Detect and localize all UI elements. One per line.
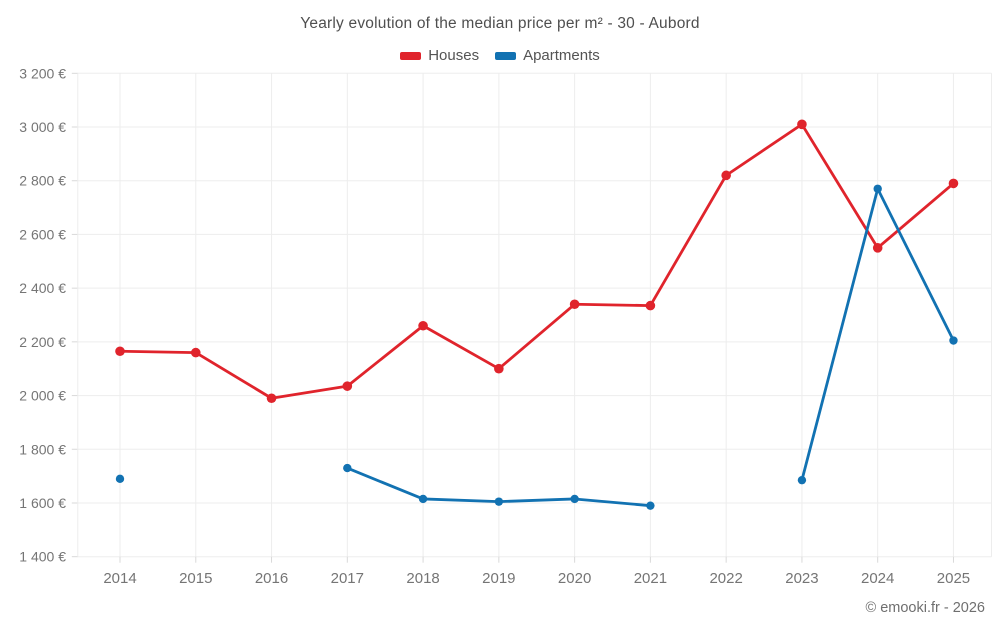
data-point-apartments-2018[interactable] — [418, 494, 428, 504]
ytick-label: 2 200 € — [19, 334, 66, 350]
data-point-apartments-2024[interactable] — [873, 184, 882, 193]
xtick-label: 2014 — [103, 570, 136, 587]
data-point-houses-2023[interactable] — [797, 119, 807, 130]
legend-label: Apartments — [523, 47, 600, 64]
data-point-houses-2025[interactable] — [948, 178, 959, 189]
data-point-houses-2016[interactable] — [266, 393, 277, 404]
series-line-houses — [118, 122, 955, 400]
legend-label: Houses — [428, 47, 480, 64]
chart-legend: Houses Apartments — [0, 47, 1000, 64]
legend-item-houses[interactable]: Houses — [400, 47, 479, 64]
legend-swatch-apartments — [495, 51, 517, 60]
chart-title: Yearly evolution of the median price per… — [300, 15, 700, 32]
data-point-houses-2018[interactable] — [418, 320, 428, 331]
data-point-apartments-2014[interactable] — [115, 474, 125, 484]
data-point-houses-2017[interactable] — [342, 381, 353, 391]
xtick-label: 2020 — [558, 570, 591, 587]
ytick-label: 2 800 € — [19, 173, 66, 189]
xtick-label: 2016 — [255, 570, 288, 587]
xtick-label: 2022 — [709, 570, 742, 587]
xtick-label: 2024 — [861, 570, 894, 587]
ytick-label: 3 200 € — [19, 65, 66, 81]
legend-item-apartments[interactable]: Apartments — [495, 47, 600, 64]
data-point-apartments-2020[interactable] — [570, 494, 579, 504]
xtick-label: 2019 — [482, 570, 515, 587]
legend-swatch-houses — [400, 51, 422, 60]
data-point-houses-2020[interactable] — [569, 299, 580, 310]
data-point-houses-2014[interactable] — [115, 346, 125, 357]
data-point-houses-2022[interactable] — [721, 170, 731, 181]
data-point-apartments-2017[interactable] — [343, 463, 352, 473]
ytick-label: 2 600 € — [19, 226, 66, 242]
data-point-houses-2024[interactable] — [872, 243, 883, 253]
ytick-label: 2 000 € — [19, 388, 66, 404]
data-point-apartments-2025[interactable] — [949, 336, 958, 345]
xtick-label: 2018 — [406, 570, 439, 587]
xtick-label: 2015 — [179, 570, 212, 587]
data-point-apartments-2019[interactable] — [494, 497, 504, 506]
data-point-houses-2015[interactable] — [190, 347, 201, 358]
data-point-houses-2019[interactable] — [494, 363, 504, 374]
xtick-label: 2025 — [937, 570, 970, 587]
data-point-apartments-2021[interactable] — [646, 501, 655, 510]
data-point-apartments-2023[interactable] — [797, 475, 807, 485]
ytick-label: 3 000 € — [19, 119, 66, 135]
ytick-label: 1 400 € — [19, 549, 66, 565]
ytick-label: 1 600 € — [19, 495, 66, 511]
watermark: © emooki.fr - 2026 — [865, 600, 985, 616]
xtick-label: 2021 — [634, 570, 667, 587]
xtick-label: 2017 — [331, 570, 364, 587]
data-point-houses-2021[interactable] — [645, 300, 656, 311]
xtick-label: 2023 — [785, 570, 818, 587]
ytick-label: 1 800 € — [19, 441, 66, 457]
ytick-label: 2 400 € — [19, 280, 66, 296]
